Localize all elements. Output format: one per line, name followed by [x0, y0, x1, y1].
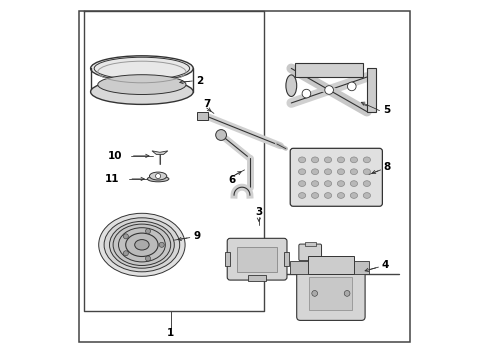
Bar: [284, 252, 289, 266]
Bar: [305, 242, 315, 246]
Ellipse shape: [349, 157, 357, 163]
Ellipse shape: [349, 181, 357, 186]
Ellipse shape: [298, 181, 305, 186]
Ellipse shape: [363, 181, 370, 186]
Text: 8: 8: [382, 162, 389, 172]
Circle shape: [145, 256, 150, 261]
Ellipse shape: [113, 224, 170, 266]
Ellipse shape: [298, 169, 305, 175]
Ellipse shape: [98, 75, 185, 94]
Ellipse shape: [363, 193, 370, 198]
Ellipse shape: [109, 221, 174, 268]
Ellipse shape: [298, 193, 305, 198]
Text: 3: 3: [255, 207, 262, 217]
Ellipse shape: [147, 176, 168, 182]
Bar: [307, 256, 354, 274]
Ellipse shape: [311, 193, 318, 198]
Text: 6: 6: [228, 175, 235, 185]
Bar: [224, 252, 230, 266]
Ellipse shape: [90, 56, 193, 81]
Ellipse shape: [337, 181, 344, 186]
Ellipse shape: [104, 218, 179, 272]
FancyBboxPatch shape: [227, 238, 286, 280]
Ellipse shape: [337, 157, 344, 163]
Ellipse shape: [311, 169, 318, 175]
Text: 10: 10: [107, 151, 122, 161]
Circle shape: [123, 251, 128, 256]
Bar: [354, 261, 368, 274]
Circle shape: [324, 86, 333, 94]
Ellipse shape: [324, 193, 331, 198]
Ellipse shape: [363, 169, 370, 175]
Circle shape: [159, 242, 164, 247]
Text: 9: 9: [193, 231, 200, 241]
Ellipse shape: [337, 193, 344, 198]
Ellipse shape: [90, 79, 193, 104]
Bar: [309, 277, 352, 310]
Circle shape: [215, 130, 226, 140]
Ellipse shape: [99, 213, 185, 276]
Ellipse shape: [349, 193, 357, 198]
Ellipse shape: [149, 172, 166, 180]
Bar: [237, 247, 276, 272]
Ellipse shape: [363, 157, 370, 163]
Text: 2: 2: [196, 76, 203, 86]
Circle shape: [155, 174, 160, 179]
Circle shape: [347, 82, 355, 91]
Ellipse shape: [125, 233, 158, 256]
Circle shape: [302, 89, 310, 98]
Text: 7: 7: [203, 99, 210, 109]
Text: 5: 5: [382, 105, 389, 115]
Bar: [294, 63, 363, 77]
Text: 11: 11: [105, 174, 120, 184]
Polygon shape: [152, 151, 167, 154]
Ellipse shape: [285, 75, 296, 96]
Text: 1: 1: [167, 328, 174, 338]
FancyBboxPatch shape: [296, 270, 365, 320]
Circle shape: [344, 291, 349, 296]
Ellipse shape: [324, 169, 331, 175]
Ellipse shape: [349, 169, 357, 175]
Bar: [247, 275, 265, 281]
Bar: [197, 112, 207, 120]
Ellipse shape: [118, 228, 165, 262]
Bar: [366, 68, 375, 112]
Circle shape: [123, 234, 128, 239]
Bar: [289, 261, 307, 274]
Ellipse shape: [324, 181, 331, 186]
Ellipse shape: [298, 157, 305, 163]
Ellipse shape: [311, 157, 318, 163]
Ellipse shape: [337, 169, 344, 175]
Ellipse shape: [134, 240, 149, 250]
Ellipse shape: [311, 181, 318, 186]
Circle shape: [145, 229, 150, 234]
Circle shape: [311, 291, 317, 296]
FancyBboxPatch shape: [298, 244, 321, 261]
FancyBboxPatch shape: [289, 148, 382, 206]
Text: 4: 4: [381, 260, 388, 270]
Ellipse shape: [324, 157, 331, 163]
